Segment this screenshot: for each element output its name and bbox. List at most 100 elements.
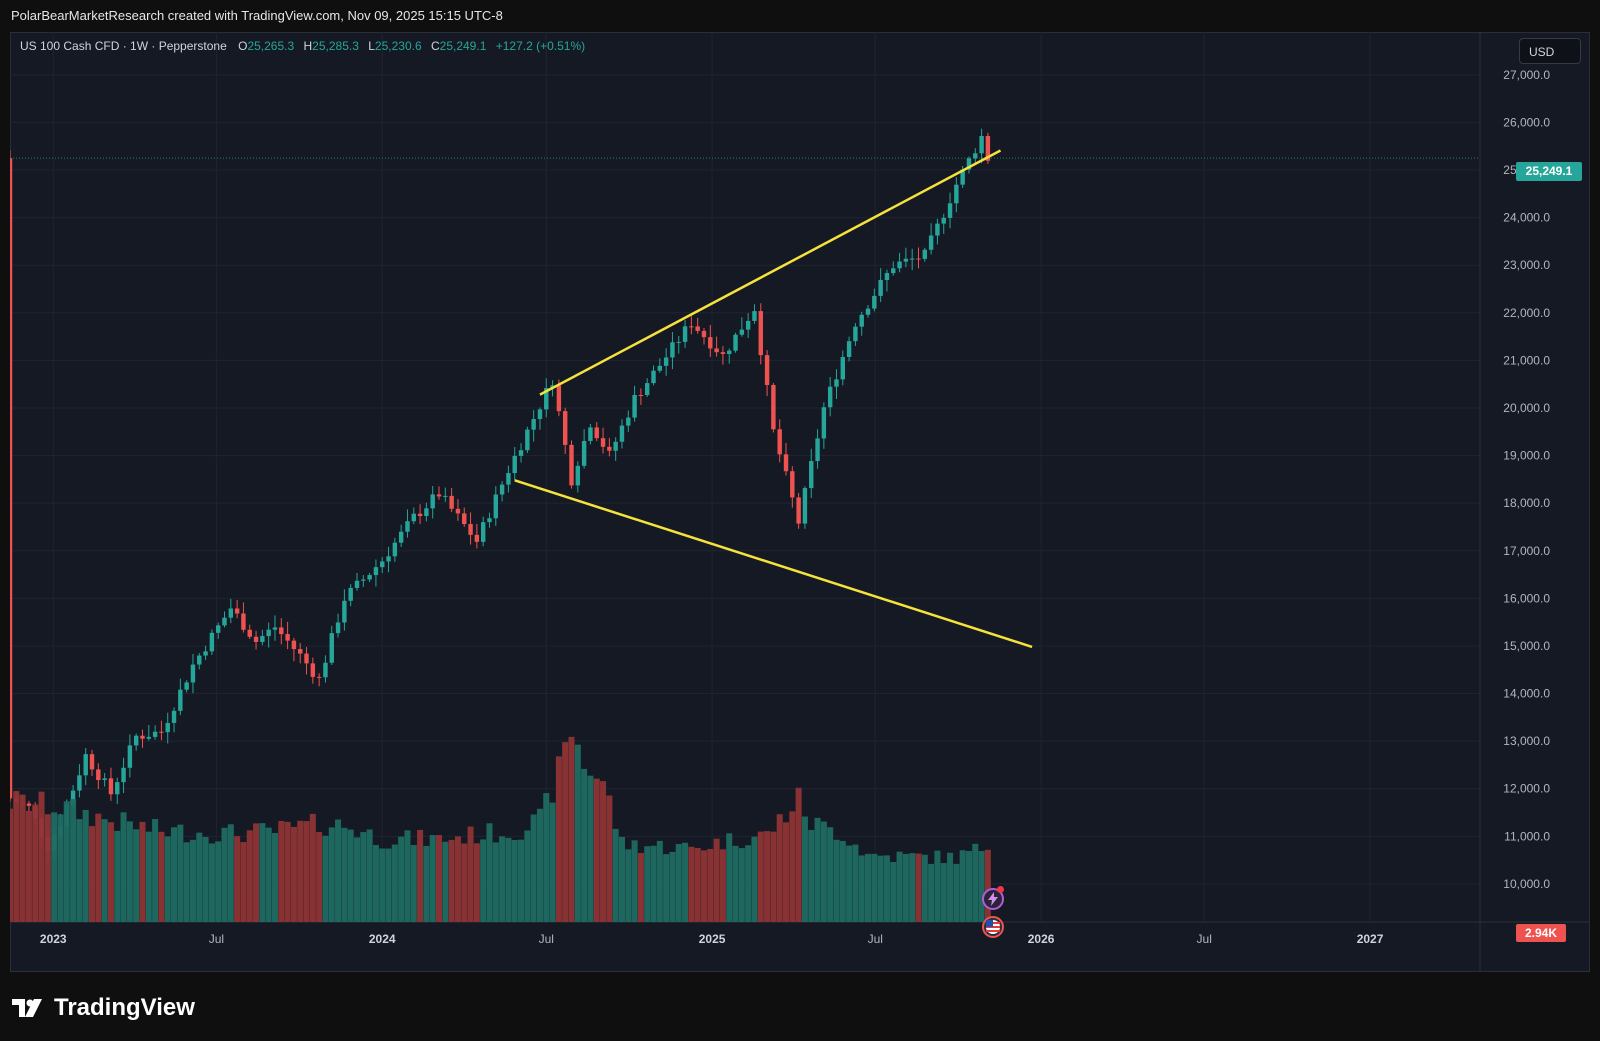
candle-body <box>405 521 410 532</box>
candle-body <box>480 522 486 542</box>
open-label: O <box>238 39 248 53</box>
candle-body <box>935 223 940 236</box>
volume-bar <box>177 824 184 922</box>
volume-bar <box>278 821 285 922</box>
volume-bar <box>858 855 865 922</box>
candle-body <box>291 640 297 650</box>
volume-bar <box>379 848 386 922</box>
close-value: 25,249.1 <box>439 39 487 53</box>
candle-body <box>973 153 978 159</box>
candle-body <box>941 217 946 224</box>
last-price-label: 25,249.1 <box>1516 162 1582 181</box>
volume-bar <box>555 756 562 922</box>
candle-body <box>228 608 234 618</box>
volume-bar <box>253 823 260 922</box>
symbol-name[interactable]: US 100 Cash CFD · 1W · Pepperstone <box>20 39 227 53</box>
volume-bar <box>63 801 70 922</box>
candle-body <box>335 622 341 634</box>
candle-body <box>607 446 612 451</box>
candle-body <box>777 429 782 455</box>
candle-body <box>436 494 442 497</box>
brand[interactable]: TradingView <box>12 994 195 1022</box>
y-tick-label: 17,000.0 <box>1503 544 1550 558</box>
volume-bar <box>694 847 701 922</box>
lightning-bolt-icon[interactable] <box>982 888 1004 910</box>
low-value: 25,230.6 <box>374 39 422 53</box>
volume-bar <box>227 824 234 922</box>
candle-body <box>689 326 694 328</box>
volume-bar <box>682 842 689 922</box>
candle-body <box>891 268 896 274</box>
y-tick-label: 20,000.0 <box>1503 401 1550 415</box>
candle-body <box>809 461 814 489</box>
candle-body <box>127 745 133 768</box>
high-label: H <box>303 39 313 53</box>
candle-body <box>430 494 435 509</box>
tradingview-logo-icon <box>12 999 42 1017</box>
y-tick-label: 16,000.0 <box>1503 591 1550 605</box>
candle-body <box>537 409 543 420</box>
candle-body <box>733 334 738 351</box>
candle-body <box>544 388 549 410</box>
candle-body <box>569 444 574 486</box>
volume-bar <box>915 853 922 922</box>
candle-body <box>361 579 366 581</box>
volume-bar <box>757 831 764 922</box>
candle-body <box>247 629 252 637</box>
candle-body <box>802 488 808 524</box>
currency-button[interactable]: USD <box>1519 38 1581 64</box>
volume-bar <box>221 827 228 922</box>
price-chart[interactable]: 27,000.026,000.025,000.024,000.023,000.0… <box>10 32 1590 972</box>
volume-bar <box>732 845 739 922</box>
volume-bar <box>770 831 777 922</box>
candle-body <box>594 427 599 439</box>
candle-body <box>878 280 883 296</box>
volume-bar <box>101 819 108 922</box>
candle-body <box>966 158 972 170</box>
candle-body <box>83 754 88 776</box>
candle-body <box>10 158 13 799</box>
volume-bar <box>675 844 682 922</box>
volume-bar <box>70 799 77 922</box>
y-tick-label: 18,000.0 <box>1503 496 1550 510</box>
candle-body <box>531 419 536 430</box>
trendline-lower <box>514 479 1033 649</box>
candle-body <box>922 249 928 259</box>
volume-bar <box>82 809 89 922</box>
volume-bar <box>902 853 909 922</box>
volume-bar <box>549 802 556 922</box>
volume-bar <box>10 808 14 922</box>
candle-body <box>304 653 309 664</box>
volume-bar <box>448 839 455 922</box>
candle-body <box>525 429 530 451</box>
candle-body <box>714 348 719 353</box>
x-tick-label: 2027 <box>1357 932 1384 946</box>
volume-bar <box>511 840 518 922</box>
candle-body <box>884 273 890 281</box>
volume-bar <box>637 852 644 922</box>
candle-body <box>184 682 189 690</box>
candle-body <box>279 627 284 635</box>
candle-body <box>815 438 820 462</box>
candle-body <box>916 258 921 260</box>
candle-body <box>462 513 467 525</box>
volume-bar <box>158 831 165 922</box>
x-tick-label: Jul <box>868 932 883 946</box>
volume-bar <box>284 821 291 922</box>
candle-body <box>449 495 454 509</box>
volume-bar <box>473 843 480 922</box>
volume-bar <box>877 855 884 922</box>
volume-bar <box>719 849 726 922</box>
volume-bar <box>366 829 373 922</box>
volume-bar <box>290 826 297 922</box>
candle-body <box>853 326 858 342</box>
volume-bar <box>38 791 45 922</box>
volume-bar <box>152 819 159 922</box>
candle-body <box>859 314 864 327</box>
candle-body <box>796 497 801 524</box>
volume-bar <box>309 813 316 922</box>
candle-body <box>260 636 265 642</box>
open-value: 25,265.3 <box>247 39 295 53</box>
candle-body <box>512 455 517 474</box>
us-flag-icon[interactable] <box>982 916 1004 938</box>
